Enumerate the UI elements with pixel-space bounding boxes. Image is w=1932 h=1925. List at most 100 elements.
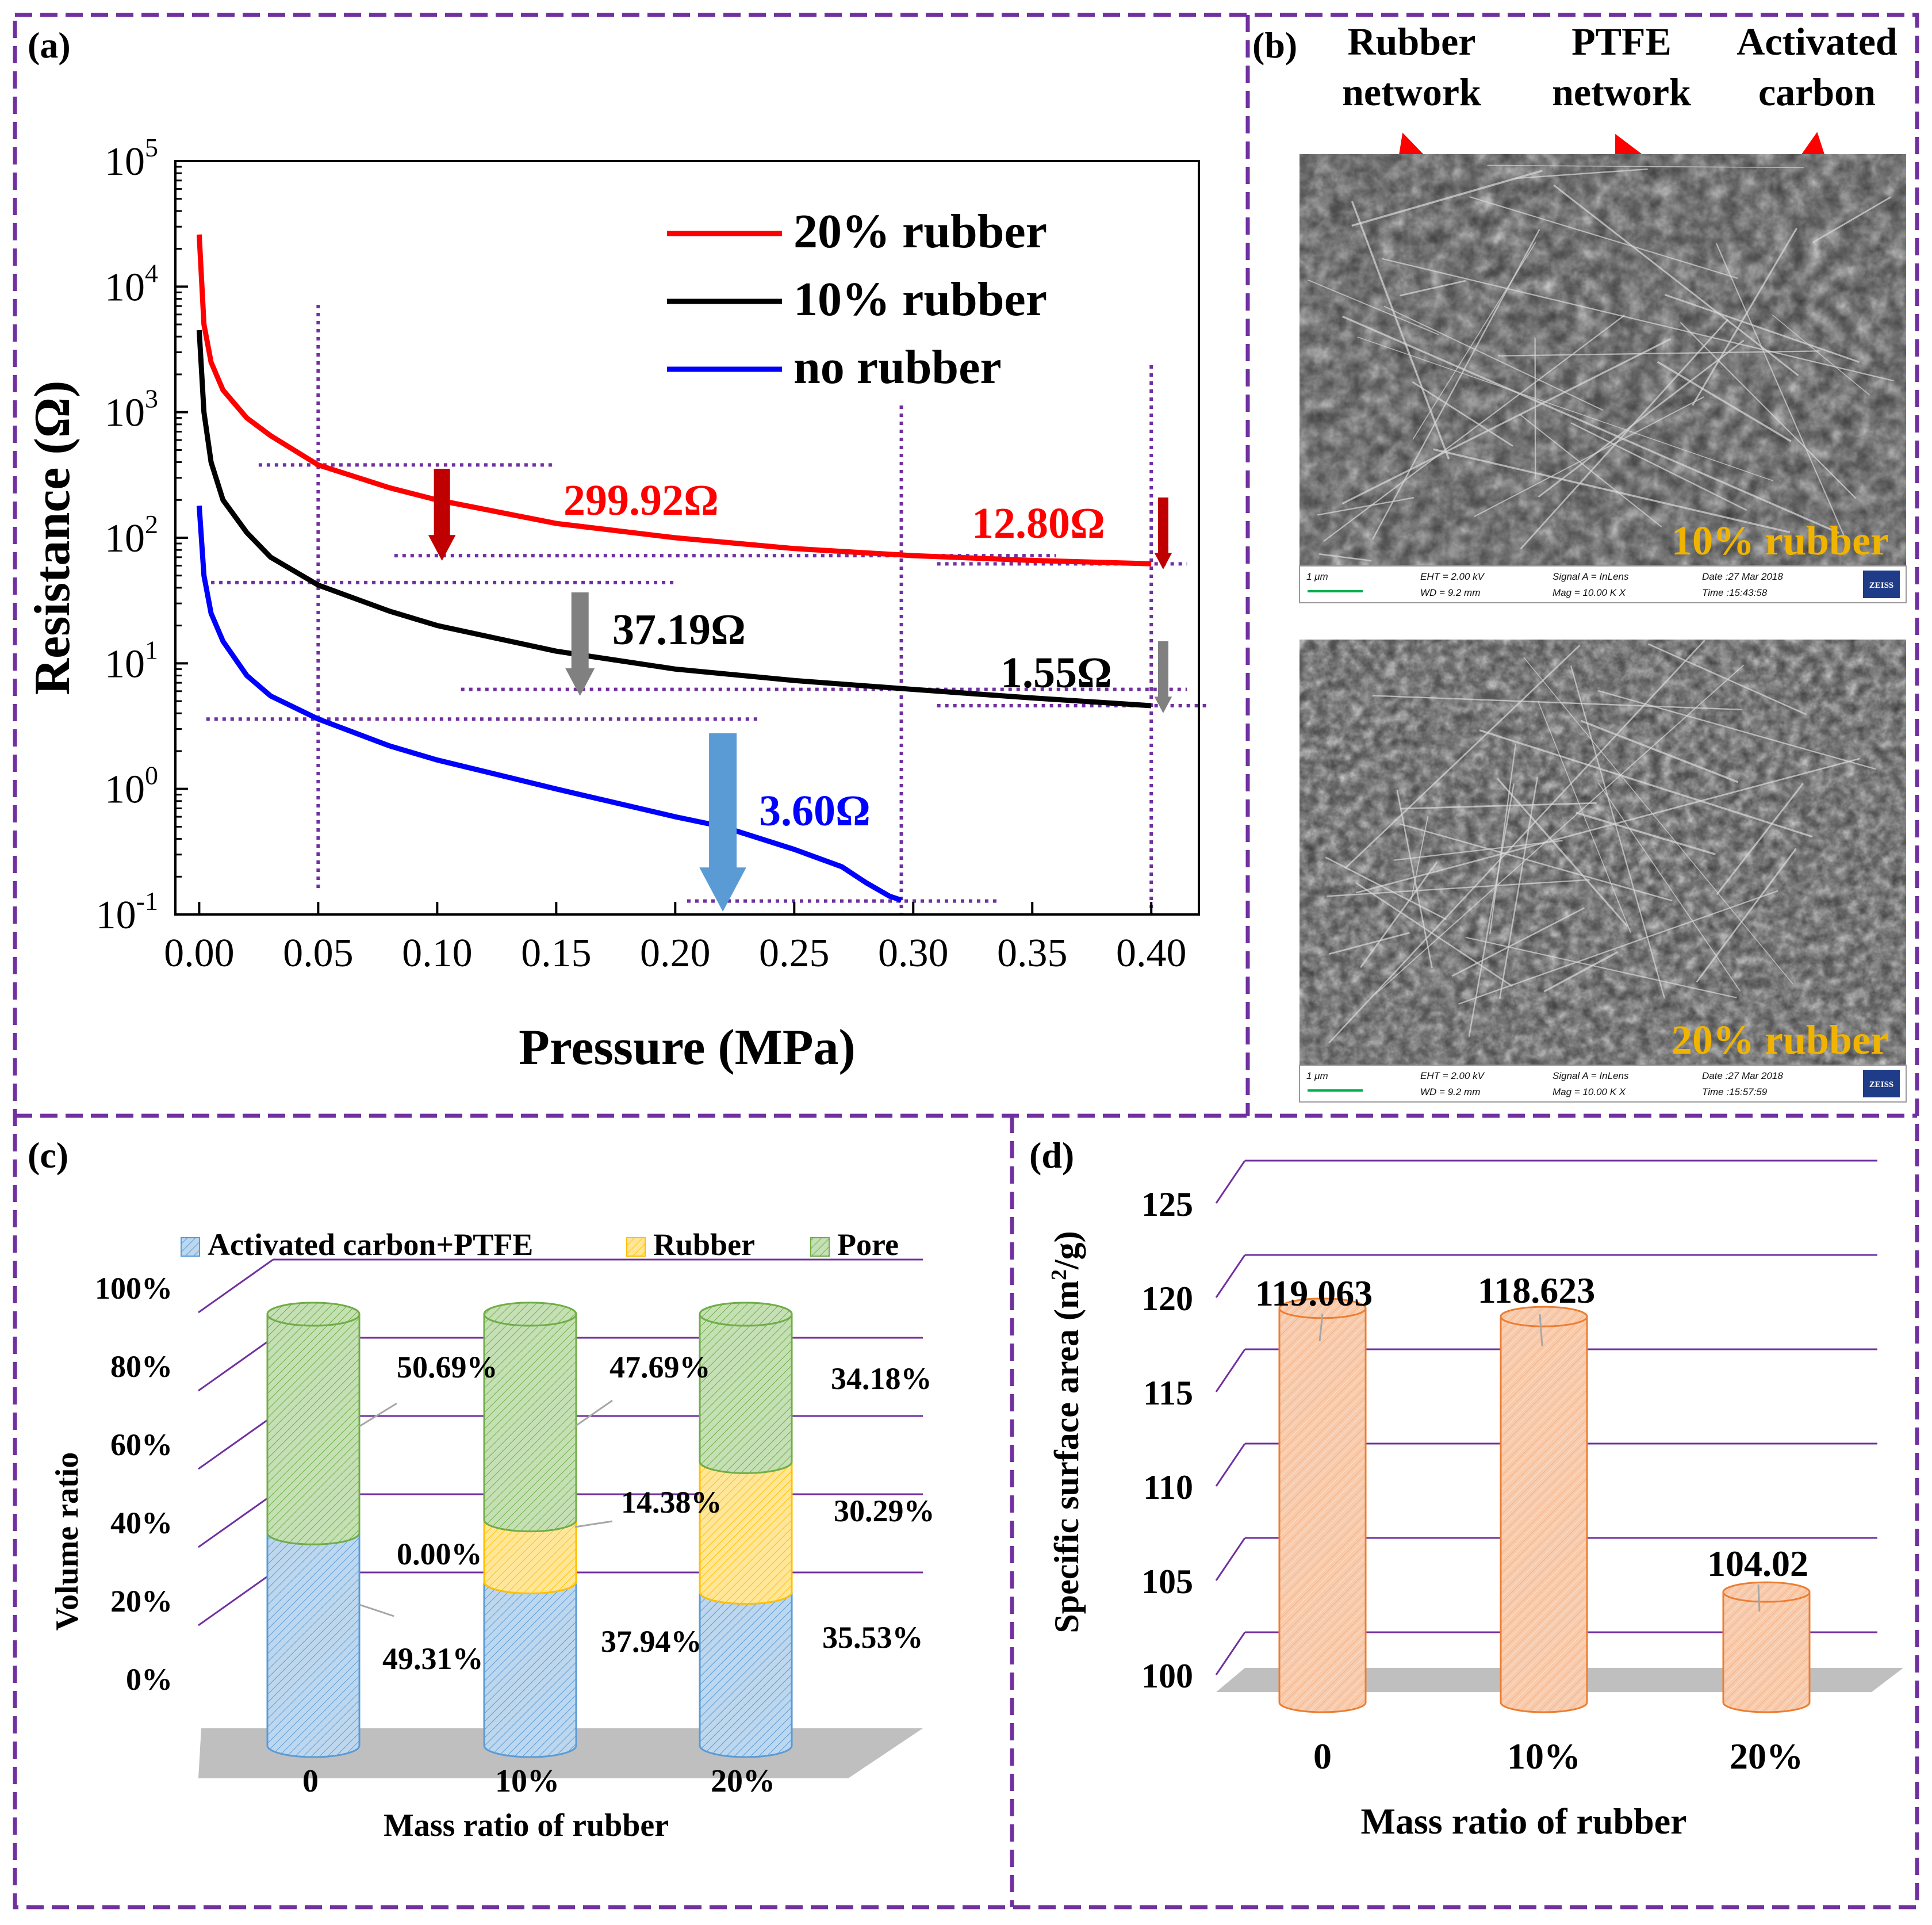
- sem-fibre: [1680, 322, 1857, 499]
- sem-meta-date: Date :27 Mar 2018: [1702, 1070, 1783, 1081]
- cylinder-1-segment-0: [483, 1580, 577, 1758]
- panel-a: (a) 0.00 0.05 0.10 0.15 0.20 0.25 0.30 0.35 0.40…: [0, 0, 1248, 1116]
- cylinders: [1278, 1298, 1811, 1713]
- sem-databar: [1299, 565, 1907, 603]
- resistance-drop-labels: 299.92Ω 12.80Ω 37.19Ω 1.55Ω 3.60Ω: [564, 476, 1112, 835]
- sem-fibre: [1523, 657, 1793, 985]
- grid-diagonal: [1215, 1443, 1246, 1487]
- y-tick-label: 10-1: [96, 886, 158, 937]
- sem-fibre: [1696, 848, 1797, 983]
- sem-fibre: [1433, 448, 1791, 534]
- sem-fibre: [1412, 242, 1536, 440]
- sem-fibre: [1647, 643, 1807, 715]
- sem-fibre: [1692, 227, 1797, 406]
- segment-label-1-0: 0.00%: [397, 1537, 482, 1571]
- cylinder-0: [1278, 1307, 1367, 1713]
- y-tick-label: 110: [1143, 1468, 1193, 1506]
- sem-fibre: [1570, 422, 1747, 511]
- sem-fibre: [1351, 201, 1450, 460]
- leader-line: [1757, 1584, 1761, 1612]
- sem-fibre: [1537, 701, 1631, 933]
- y-tick-label: 120: [1141, 1280, 1193, 1318]
- sem-fibre: [1469, 196, 1738, 280]
- cylinder-0-segment-2: [266, 1313, 361, 1545]
- sem-meta-signal: Signal A = InLens: [1552, 1070, 1629, 1081]
- sem-fibre: [1458, 890, 1778, 1005]
- legend: Activated carbon+PTFE Rubber Pore: [181, 1227, 899, 1262]
- drop-label-1: 12.80Ω: [972, 499, 1105, 548]
- sem-fibre: [1322, 315, 1625, 542]
- legend-label-0: 20% rubber: [793, 205, 1047, 258]
- sem-fibre: [1383, 305, 1604, 411]
- panel-b: (b) Rubber network PTFE network Activated car…: [1248, 0, 1932, 1116]
- sem-fibre: [1575, 812, 1716, 855]
- sem-texture: [1300, 640, 1906, 1065]
- sem-fibre: [1465, 936, 1737, 998]
- panel-d-label: (d): [1029, 1135, 1074, 1176]
- y-tick-label: 102: [105, 510, 158, 561]
- grid-diagonal: [1215, 1537, 1246, 1581]
- sem-meta-mag: Mag = 10.00 K X: [1552, 1086, 1626, 1097]
- value-label-1: 118.623: [1478, 1270, 1595, 1311]
- drop-arrows: [428, 469, 1172, 912]
- sem-fibre: [1400, 802, 1597, 810]
- x-tick-label: 0.00: [164, 931, 235, 975]
- y-tick-label: 101: [105, 635, 158, 686]
- grid-diagonal: [198, 1337, 274, 1392]
- x-tick-label: 0.15: [521, 931, 592, 975]
- x-axis-ticks: 0.00 0.05 0.10 0.15 0.20 0.25 0.30 0.35 0.40: [164, 902, 1186, 975]
- sem-databar: [1299, 1065, 1907, 1103]
- sem-meta-eht: EHT = 2.00 kV: [1420, 1070, 1485, 1081]
- zeiss-logo-text: ZEISS: [1869, 1080, 1894, 1089]
- y-tick-label: 115: [1143, 1374, 1193, 1412]
- cylinder-top-1: [1500, 1306, 1588, 1327]
- sem-fibre: [1772, 314, 1870, 396]
- drop-label-3: 1.55Ω: [1000, 649, 1112, 697]
- y-axis-ticks: 100 105 110 115 120 125: [1141, 1185, 1193, 1695]
- x-tick-label: 0: [1313, 1736, 1332, 1777]
- sem-fibre: [1657, 361, 1792, 442]
- y-tick-label: 80%: [110, 1349, 172, 1384]
- segment-label-0-2: 35.53%: [822, 1620, 923, 1655]
- sem-fibre: [1468, 783, 1515, 1037]
- legend-label-2: no rubber: [793, 340, 1002, 394]
- sem-panel: (b) Rubber network PTFE network Activated car…: [1252, 20, 1907, 1103]
- cylinder-top-2: [1722, 1581, 1811, 1603]
- segment-label-2-1: 47.69%: [610, 1350, 711, 1384]
- series-line-2: [196, 505, 903, 903]
- panel-a-label: (a): [28, 25, 71, 66]
- sem-fibre: [1451, 907, 1585, 977]
- y-tick-label: 20%: [110, 1584, 172, 1618]
- x-axis-ticks: 0 10% 20%: [1313, 1736, 1803, 1777]
- panel-b-label: (b): [1252, 25, 1297, 66]
- sem-fibre: [1393, 840, 1563, 861]
- sem-fibre: [1382, 258, 1894, 382]
- sem-caption: 10% rubber: [1672, 518, 1889, 564]
- cylinder-1-segment-1: [483, 1519, 577, 1594]
- segment-label-1-1: 14.38%: [621, 1485, 722, 1520]
- grid-diagonal: [1215, 1349, 1246, 1392]
- sem-fibre: [1357, 336, 1773, 481]
- x-tick-label: 10%: [1507, 1736, 1581, 1777]
- x-axis-title: Mass ratio of rubber: [1360, 1801, 1686, 1842]
- leader-line: [574, 1399, 613, 1428]
- sem-fibre: [1351, 170, 1543, 227]
- surface-area-chart: (d) 100 105 110 115 120 125 119.063 118.623 104…: [1029, 1135, 1903, 1842]
- x-tick-label: 0.20: [640, 931, 711, 975]
- y-tick-label: 104: [105, 258, 158, 309]
- sem-fibre: [1498, 350, 1819, 357]
- sem-fibre: [1597, 782, 1741, 992]
- legend-swatch-2: [810, 1237, 830, 1257]
- grid-diagonal: [198, 1571, 274, 1627]
- sem-fibre: [1327, 879, 1590, 897]
- sem-meta-scale: 1 μm: [1306, 1070, 1328, 1081]
- panel-c: (c) Activated carbon+PTFE Rubber Pore 0% 20…: [0, 1116, 1012, 1922]
- stacked-cylinders: [266, 1302, 793, 1758]
- sem-fibre: [1308, 279, 1439, 335]
- sem-meta-signal: Signal A = InLens: [1552, 571, 1629, 582]
- drop-label-2: 37.19Ω: [612, 606, 746, 654]
- x-tick-label: 0.10: [402, 931, 473, 975]
- sem-fibre: [1479, 729, 1813, 838]
- value-label-2: 104.02: [1707, 1543, 1808, 1584]
- sem-fibre: [1328, 640, 1705, 1044]
